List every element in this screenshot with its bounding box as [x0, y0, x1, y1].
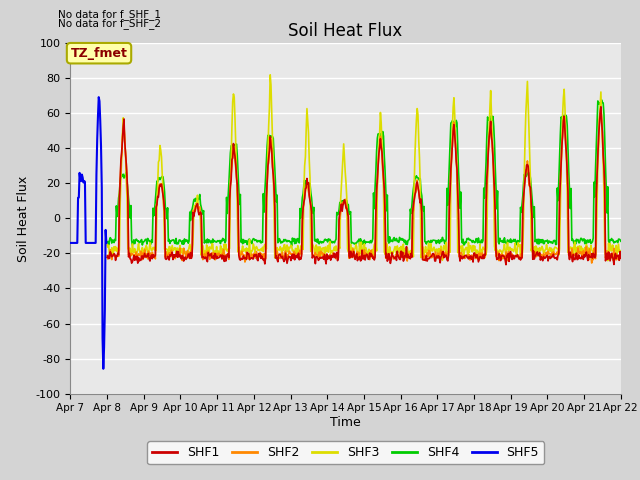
- Text: TZ_fmet: TZ_fmet: [70, 47, 127, 60]
- Y-axis label: Soil Heat Flux: Soil Heat Flux: [17, 175, 30, 262]
- Text: No data for f_SHF_1: No data for f_SHF_1: [58, 9, 161, 20]
- X-axis label: Time: Time: [330, 416, 361, 429]
- Title: Soil Heat Flux: Soil Heat Flux: [289, 22, 403, 40]
- Text: No data for f_SHF_2: No data for f_SHF_2: [58, 18, 161, 29]
- Legend: SHF1, SHF2, SHF3, SHF4, SHF5: SHF1, SHF2, SHF3, SHF4, SHF5: [147, 442, 544, 465]
